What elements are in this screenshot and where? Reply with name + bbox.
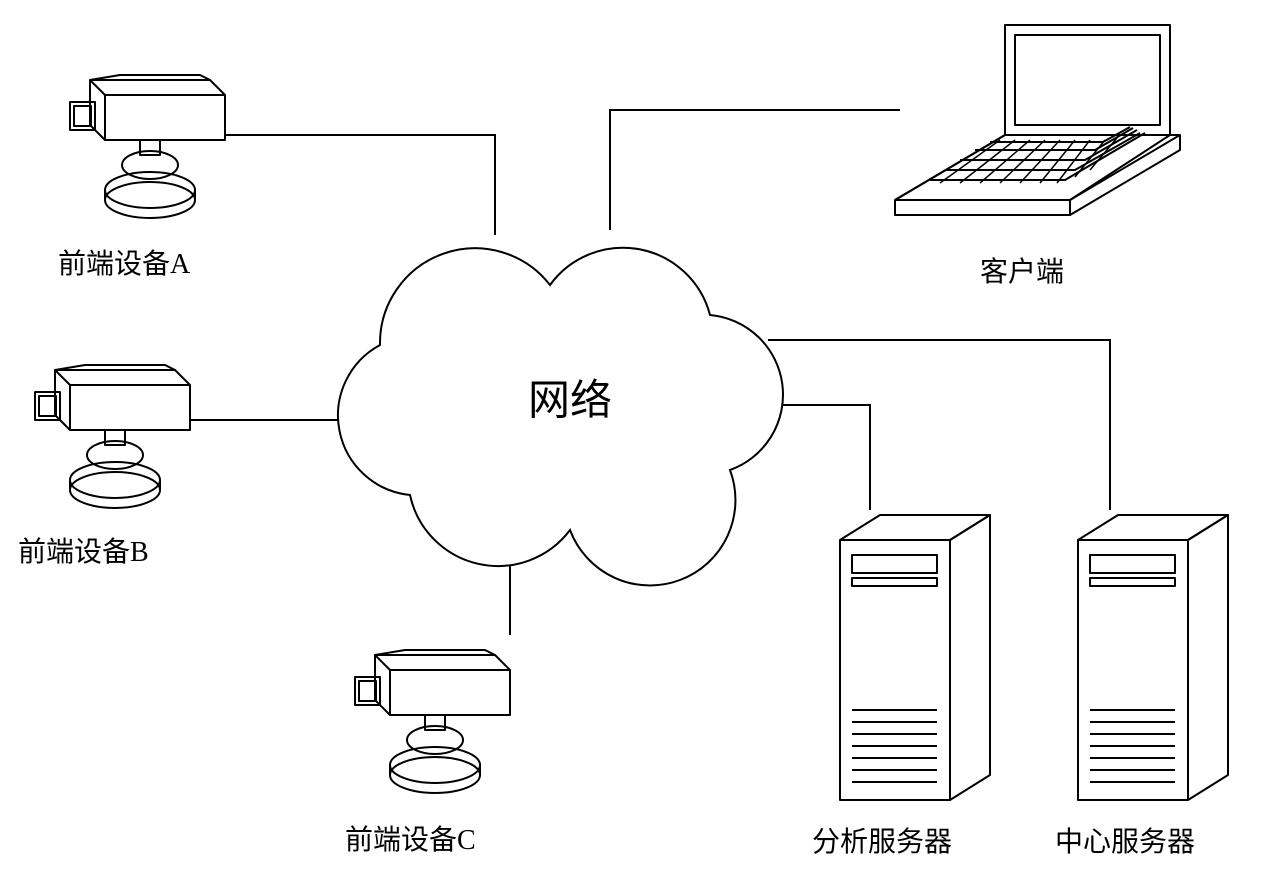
camera-a xyxy=(60,60,230,235)
camera-c xyxy=(345,635,515,810)
label-laptop: 客户端 xyxy=(980,250,1064,290)
label-camera-b: 前端设备B xyxy=(18,530,149,570)
network-cloud xyxy=(338,248,783,586)
camera-b xyxy=(25,350,195,525)
label-server-center: 中心服务器 xyxy=(1055,820,1195,860)
label-camera-a: 前端设备A xyxy=(58,242,190,282)
edge-camera-a xyxy=(225,135,495,235)
edge-laptop xyxy=(610,110,900,230)
edge-server-analysis xyxy=(768,405,870,510)
label-camera-c: 前端设备C xyxy=(345,818,476,858)
edge-server-center xyxy=(768,340,1110,510)
laptop xyxy=(885,15,1185,250)
server-analysis xyxy=(830,510,1000,815)
label-server-analysis: 分析服务器 xyxy=(812,820,952,860)
server-center xyxy=(1068,510,1238,815)
cloud-label: 网络 xyxy=(528,378,612,425)
